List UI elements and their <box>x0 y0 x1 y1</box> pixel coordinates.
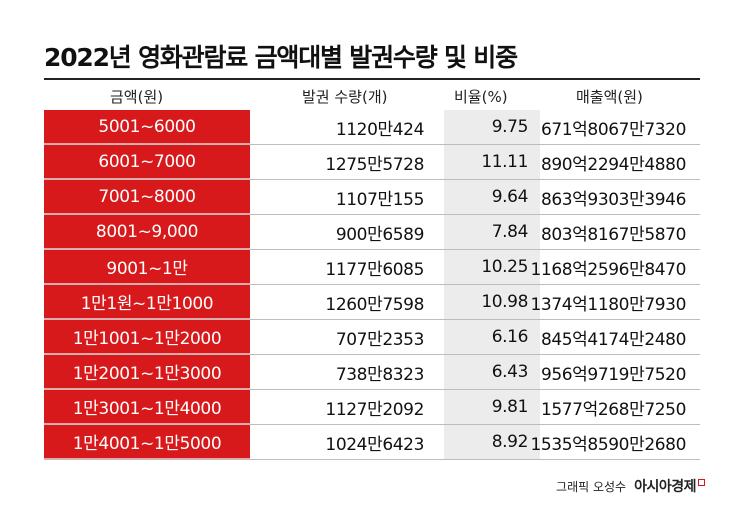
brand-logo: 아시아경제 <box>634 479 696 495</box>
ratio-cell: 9.64 <box>444 180 540 214</box>
sales-cell: 1577억268만7250 <box>540 390 700 424</box>
range-cell: 1만3001~1만4000 <box>44 390 250 424</box>
sales-cell: 803억8167만5870 <box>540 215 700 249</box>
table-row: 8001~9,000 900만6589 7.84 803억8167만5870 <box>44 215 700 250</box>
ratio-cell: 11.11 <box>444 145 540 179</box>
ratio-cell: 10.98 <box>444 285 540 319</box>
sales-cell: 956억9719만7520 <box>540 355 700 389</box>
count-cell: 1120만424 <box>250 110 444 144</box>
graphic-credit: 그래픽 오성수 <box>556 479 627 494</box>
range-cell: 1만2001~1만3000 <box>44 355 250 389</box>
table-row: 9001~1만 1177만6085 10.25 1168억2596만8470 <box>44 250 700 285</box>
table-row: 1만1원~1만1000 1260만7598 10.98 1374억1180만79… <box>44 285 700 320</box>
ratio-cell: 9.75 <box>444 110 540 144</box>
count-cell: 1024만6423 <box>250 425 444 459</box>
page-title: 2022년 영화관람료 금액대별 발권수량 및 비중 <box>44 43 518 72</box>
ticket-table: 5001~6000 1120만424 9.75 671억8067만7320 60… <box>44 110 700 460</box>
ratio-cell: 6.43 <box>444 355 540 389</box>
table-row: 1만3001~1만4000 1127만2092 9.81 1577억268만72… <box>44 390 700 425</box>
count-cell: 1127만2092 <box>250 390 444 424</box>
title-divider <box>44 78 700 80</box>
sales-cell: 1535억8590만2680 <box>531 425 700 459</box>
range-cell: 7001~8000 <box>44 180 250 214</box>
range-cell: 9001~1만 <box>44 250 250 284</box>
credit-line: 그래픽 오성수 아시아경제 <box>556 476 705 496</box>
header-sales: 매출액(원) <box>576 88 643 106</box>
ratio-cell: 8.92 <box>444 425 540 459</box>
count-cell: 1260만7598 <box>250 285 444 319</box>
sales-cell: 1374억1180만7930 <box>531 285 700 319</box>
range-cell: 5001~6000 <box>44 110 250 144</box>
count-cell: 707만2353 <box>250 320 444 354</box>
ratio-cell: 6.16 <box>444 320 540 354</box>
range-cell: 1만1001~1만2000 <box>44 320 250 354</box>
range-cell: 8001~9,000 <box>44 215 250 249</box>
count-cell: 738만8323 <box>250 355 444 389</box>
range-cell: 6001~7000 <box>44 145 250 179</box>
range-cell: 1만4001~1만5000 <box>44 425 250 459</box>
sales-cell: 890억2294만4880 <box>540 145 700 179</box>
range-cell: 1만1원~1만1000 <box>44 285 250 319</box>
sales-cell: 845억4174만2480 <box>540 320 700 354</box>
brand-mark-icon <box>698 478 705 486</box>
header-count: 발권 수량(개) <box>302 88 388 106</box>
count-cell: 1107만155 <box>250 180 444 214</box>
table-row: 1만4001~1만5000 1024만6423 8.92 1535억8590만2… <box>44 425 700 460</box>
sales-cell: 863억9303만3946 <box>540 180 700 214</box>
count-cell: 900만6589 <box>250 215 444 249</box>
ratio-cell: 7.84 <box>444 215 540 249</box>
count-cell: 1177만6085 <box>250 250 444 284</box>
table-row: 7001~8000 1107만155 9.64 863억9303만3946 <box>44 180 700 215</box>
table-row: 5001~6000 1120만424 9.75 671억8067만7320 <box>44 110 700 145</box>
sales-cell: 671억8067만7320 <box>540 110 700 144</box>
count-cell: 1275만5728 <box>250 145 444 179</box>
table-row: 1만2001~1만3000 738만8323 6.43 956억9719만752… <box>44 355 700 390</box>
table-row: 6001~7000 1275만5728 11.11 890억2294만4880 <box>44 145 700 180</box>
sales-cell: 1168억2596만8470 <box>531 250 700 284</box>
header-ratio: 비율(%) <box>454 88 508 106</box>
ratio-cell: 10.25 <box>444 250 540 284</box>
header-range: 금액(원) <box>110 88 164 106</box>
table-row: 1만1001~1만2000 707만2353 6.16 845억4174만248… <box>44 320 700 355</box>
table-header: 금액(원) 발권 수량(개) 비율(%) 매출액(원) <box>44 84 700 108</box>
ratio-cell: 9.81 <box>444 390 540 424</box>
